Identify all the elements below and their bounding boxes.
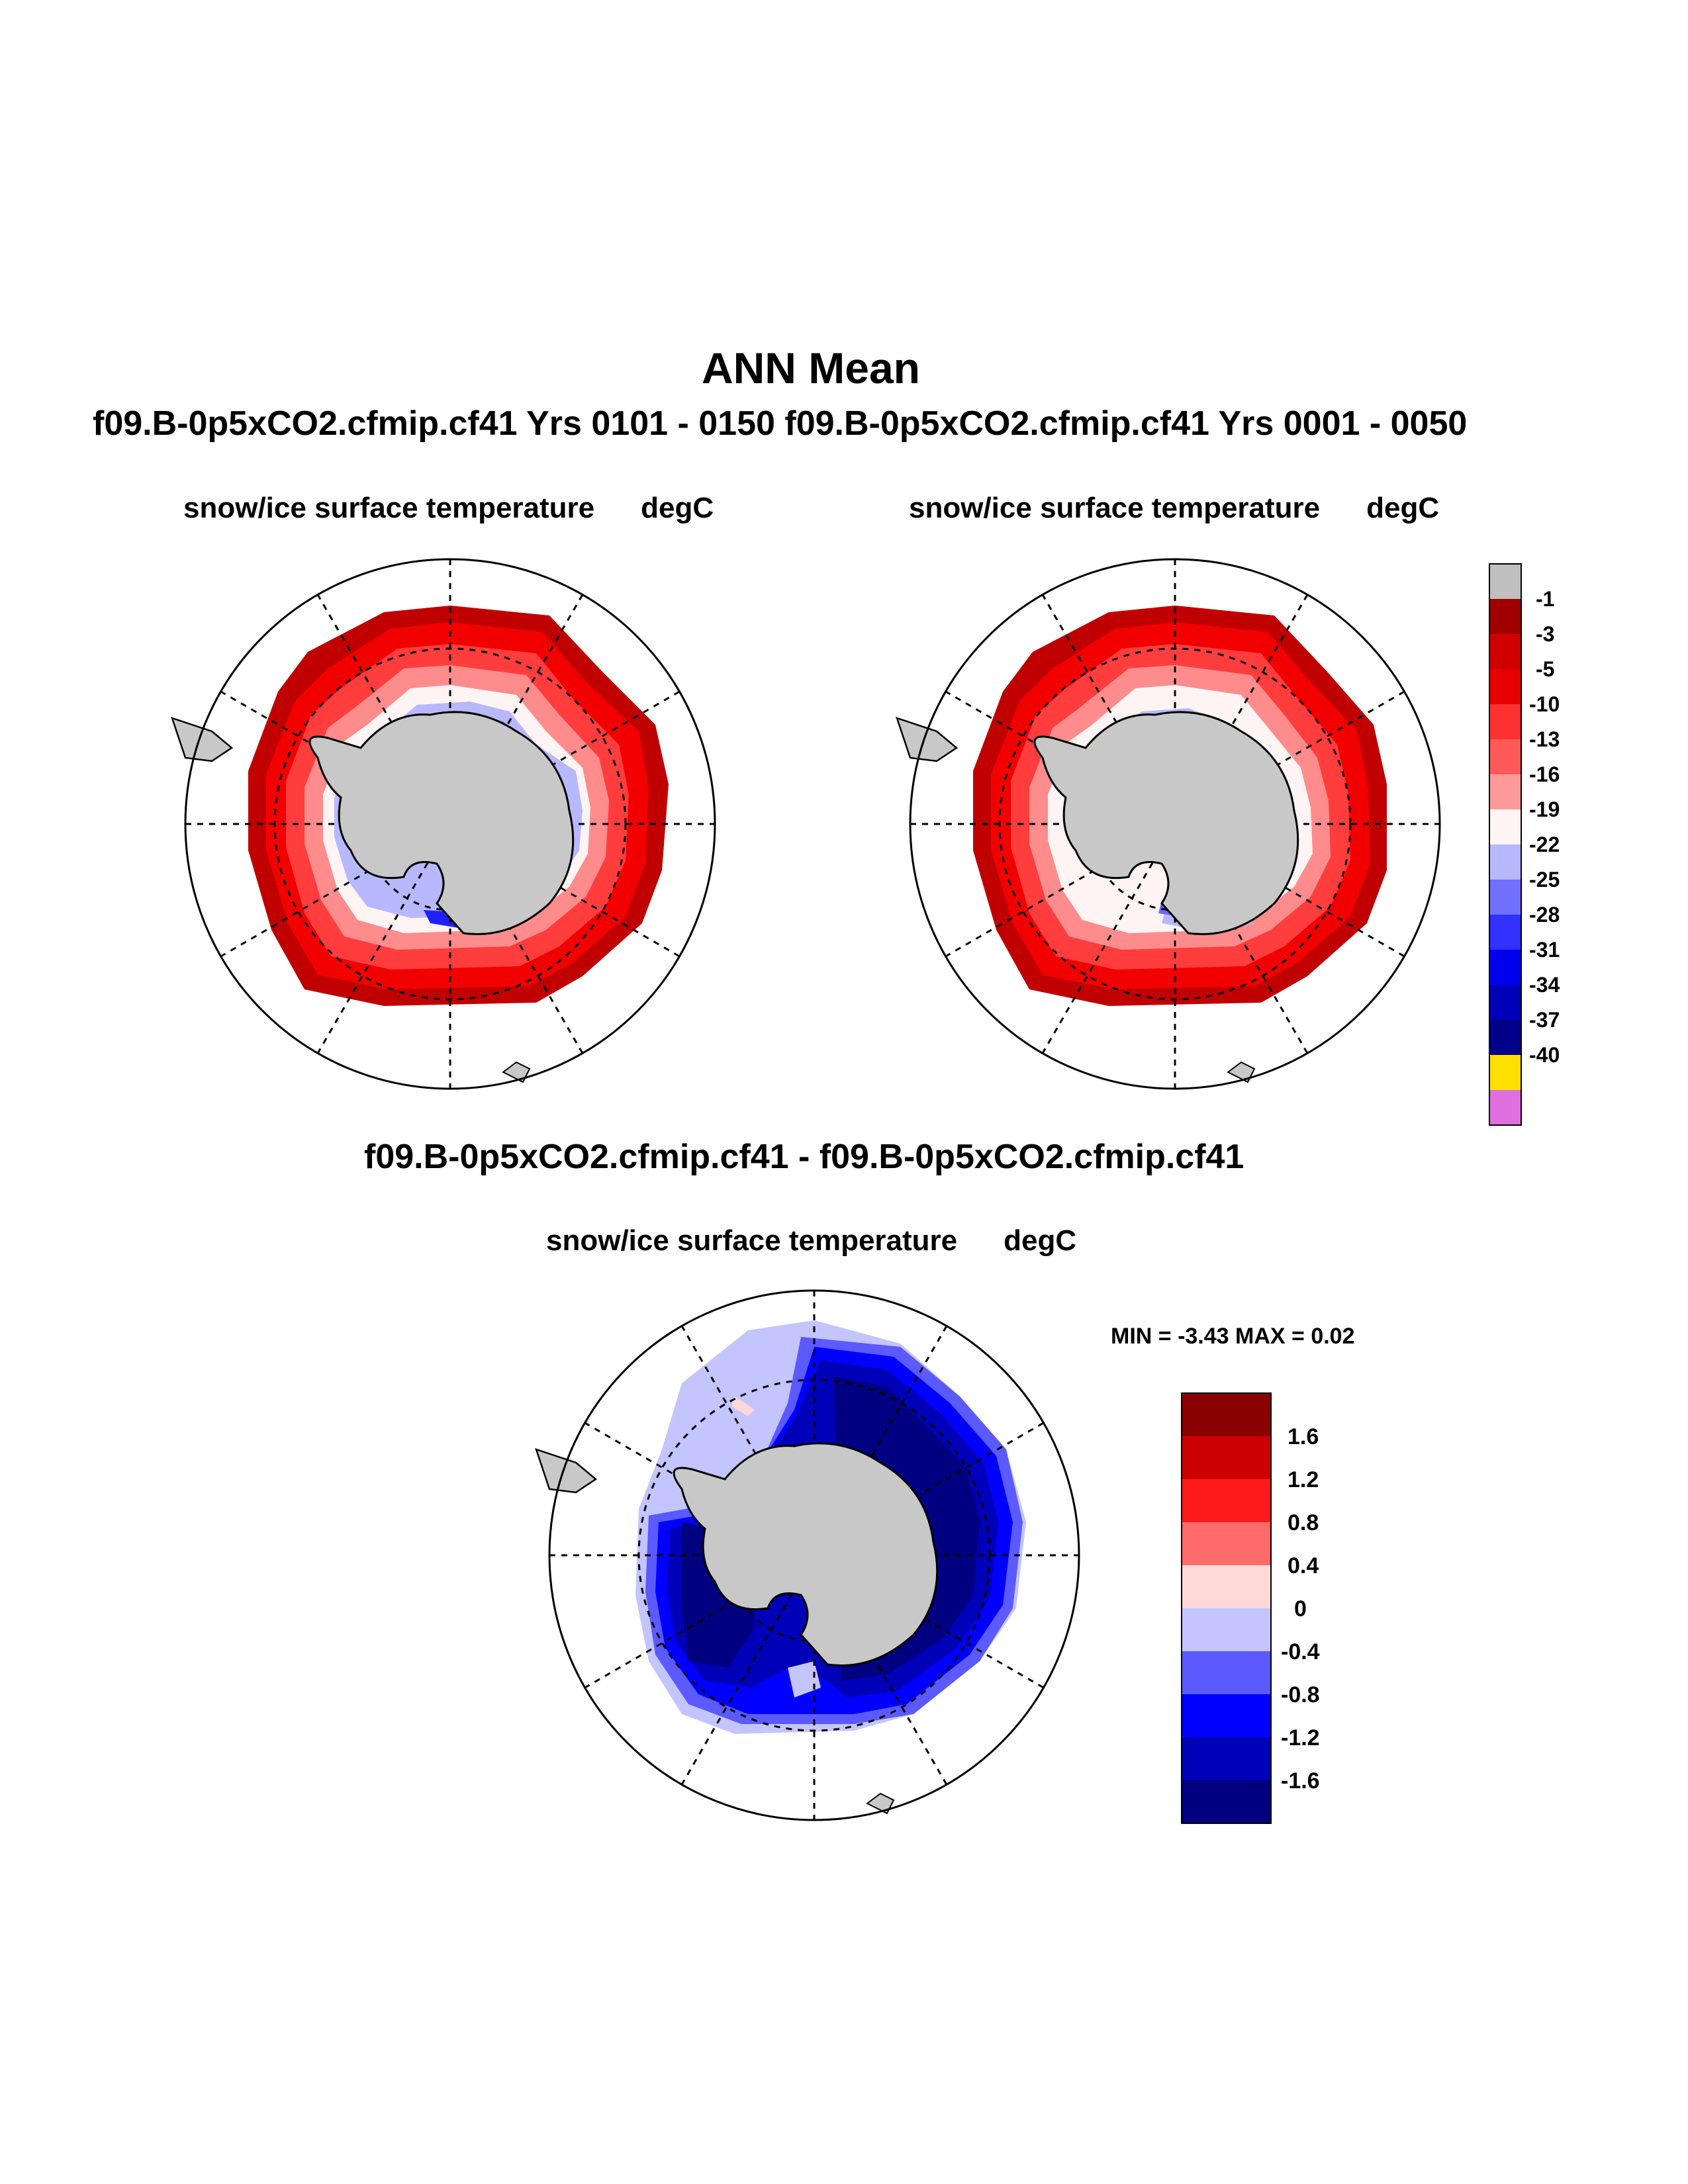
top-colorbar: -1 -3 -5 -10 -13 -16 -19 -22 -25 -28 -31… [1489,563,1560,1126]
right-polar-map [896,558,1441,1090]
top-cb-15 [1489,1090,1521,1125]
difference-title: f09.B-0p5xCO2.cfmip.cf41 - f09.B-0p5xCO2… [364,1138,1244,1176]
bottom-cb-6 [1182,1651,1271,1694]
bottom-map-units: degC [1004,1224,1077,1257]
bottom-cb-label-1: 1.2 [1288,1467,1319,1492]
subtitle: f09.B-0p5xCO2.cfmip.cf41 Yrs 0101 - 0150… [93,404,1468,443]
left-map-title: snow/ice surface temperature degC [183,492,714,525]
bottom-cb-0 [1182,1393,1271,1436]
bottom-cb-label-0: 1.6 [1288,1424,1319,1449]
top-cb-label-12: -37 [1529,1008,1560,1032]
bottom-cb-label-4: 0 [1294,1596,1307,1621]
bottom-cb-5 [1182,1608,1271,1651]
top-cb-4 [1489,704,1521,739]
top-cb-12 [1489,985,1521,1020]
top-cb-label-8: -25 [1529,868,1560,891]
top-cb-2 [1489,634,1521,669]
left-map-variable: snow/ice surface temperature [183,492,595,524]
top-cb-10 [1489,915,1521,950]
top-cb-0 [1489,564,1521,599]
top-cb-label-9: -28 [1529,903,1560,927]
bottom-cb-label-5: -0.4 [1281,1639,1320,1664]
top-cb-label-11: -34 [1529,973,1560,997]
bottom-cb-9 [1182,1780,1271,1823]
left-map-units: degC [641,492,714,524]
difference-polar-map [535,1289,1080,1821]
bottom-cb-4 [1182,1565,1271,1608]
bottom-cb-label-7: -1.2 [1281,1725,1320,1751]
min-max-label: MIN = -3.43 MAX = 0.02 [1111,1324,1355,1349]
top-cb-label-6: -19 [1529,797,1560,821]
top-cb-7 [1489,809,1521,844]
bottom-cb-7 [1182,1694,1271,1737]
top-cb-label-1: -3 [1536,622,1554,646]
top-cb-9 [1489,880,1521,915]
top-cb-6 [1489,774,1521,809]
right-map-units: degC [1366,492,1440,524]
right-map-title: snow/ice surface temperature degC [909,492,1439,525]
bottom-cb-8 [1182,1737,1271,1780]
main-title: ANN Mean [701,343,921,392]
top-cb-8 [1489,844,1521,880]
left-polar-map [171,558,716,1090]
bottom-cb-label-2: 0.8 [1288,1510,1319,1535]
top-cb-5 [1489,739,1521,774]
top-cb-3 [1489,669,1521,704]
top-cb-label-0: -1 [1536,587,1554,611]
top-cb-13 [1489,1020,1521,1055]
top-cb-label-4: -13 [1529,727,1560,751]
top-cb-label-13: -40 [1529,1043,1560,1067]
bottom-cb-label-8: -1.6 [1281,1768,1320,1794]
top-cb-label-10: -31 [1529,938,1560,962]
top-cb-label-2: -5 [1536,657,1554,681]
top-cb-label-7: -22 [1529,833,1560,856]
bottom-colorbar: 1.6 1.2 0.8 0.4 0 -0.4 -0.8 -1.2 -1.6 [1181,1392,1320,1824]
bottom-cb-3 [1182,1522,1271,1565]
bottom-cb-label-6: -0.8 [1281,1682,1320,1707]
bottom-cb-label-3: 0.4 [1288,1553,1319,1578]
bottom-cb-1 [1182,1436,1271,1479]
top-cb-14 [1489,1055,1521,1090]
top-cb-label-5: -16 [1529,762,1560,786]
right-map-variable: snow/ice surface temperature [909,492,1321,524]
top-cb-label-3: -10 [1529,692,1560,716]
bottom-map-title: snow/ice surface temperature degC [546,1224,1076,1257]
bottom-map-variable: snow/ice surface temperature [546,1224,958,1257]
top-cb-1 [1489,599,1521,634]
top-cb-11 [1489,950,1521,985]
bottom-cb-2 [1182,1479,1271,1522]
